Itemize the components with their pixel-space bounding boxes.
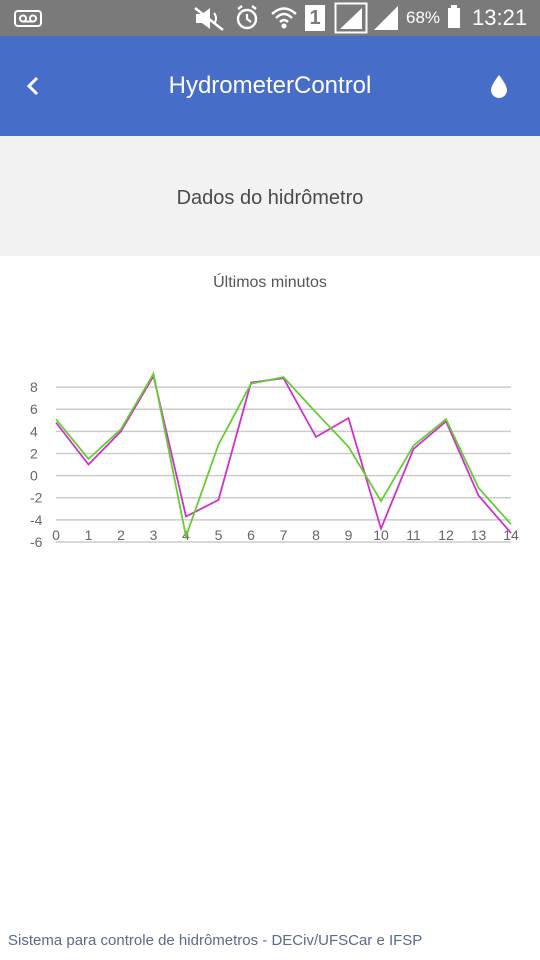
back-button[interactable]	[24, 36, 64, 136]
y-tick-label: 6	[30, 401, 38, 417]
x-tick-label: 6	[247, 527, 255, 543]
x-tick-label: 11	[406, 527, 421, 543]
y-tick-label: -4	[30, 512, 43, 528]
app-bar: HydrometerControl	[0, 36, 540, 136]
status-bar: 1 68% 13:21	[0, 0, 540, 36]
x-tick-label: 10	[373, 527, 389, 543]
y-tick-label: 0	[30, 468, 38, 484]
sim-icon	[334, 0, 368, 36]
sim-slot-number: 1	[305, 5, 325, 31]
x-tick-label: 14	[503, 527, 519, 543]
chevron-left-icon	[26, 76, 39, 96]
y-tick-label: 8	[30, 379, 38, 395]
app-title: HydrometerControl	[168, 72, 372, 99]
voicemail-icon	[14, 0, 42, 36]
chart-grid	[56, 386, 511, 543]
chart-series	[55, 371, 512, 540]
mute-icon	[193, 0, 227, 36]
y-tick-label: 4	[30, 423, 38, 439]
x-axis-ticks: 0 1 2 3 4 5 6 7 8 9 10 11 12 13 14	[52, 527, 519, 543]
section-header: Dados do hidrômetro	[0, 136, 540, 256]
y-axis-ticks: 8 6 4 2 0 -2 -4 -6	[30, 379, 43, 550]
water-drop-icon	[491, 75, 507, 98]
chart-title: Últimos minutos	[213, 274, 327, 291]
y-tick-label: -6	[30, 534, 43, 550]
x-tick-label: 13	[471, 527, 487, 543]
y-tick-label: 2	[30, 445, 38, 461]
battery-percent: 68%	[406, 8, 441, 27]
clock: 13:21	[472, 5, 528, 30]
section-heading: Dados do hidrômetro	[176, 187, 364, 209]
footer-text: Sistema para controle de hidrômetros - D…	[8, 932, 423, 949]
alarm-icon	[235, 0, 259, 36]
series-line-2	[55, 371, 512, 540]
x-tick-label: 3	[150, 527, 158, 543]
x-tick-label: 2	[117, 527, 125, 543]
x-tick-label: 9	[345, 527, 353, 543]
series-line-1	[55, 373, 512, 534]
chart-container: Últimos minutos 8 6 4 2 0 -2 -4 -6 0 1 2 3 4 5 6 7 8 9 10…	[0, 256, 540, 576]
water-drop-button[interactable]	[484, 36, 514, 136]
battery-icon	[446, 0, 462, 36]
x-tick-label: 8	[312, 527, 320, 543]
wifi-icon	[270, 0, 298, 36]
x-tick-label: 12	[438, 527, 454, 543]
x-tick-label: 0	[52, 527, 60, 543]
signal-icon	[372, 0, 400, 36]
y-tick-label: -2	[30, 490, 43, 506]
x-tick-label: 1	[85, 527, 93, 543]
x-tick-label: 7	[280, 527, 288, 543]
sim-slot-badge: 1	[305, 0, 325, 36]
x-tick-label: 5	[215, 527, 223, 543]
